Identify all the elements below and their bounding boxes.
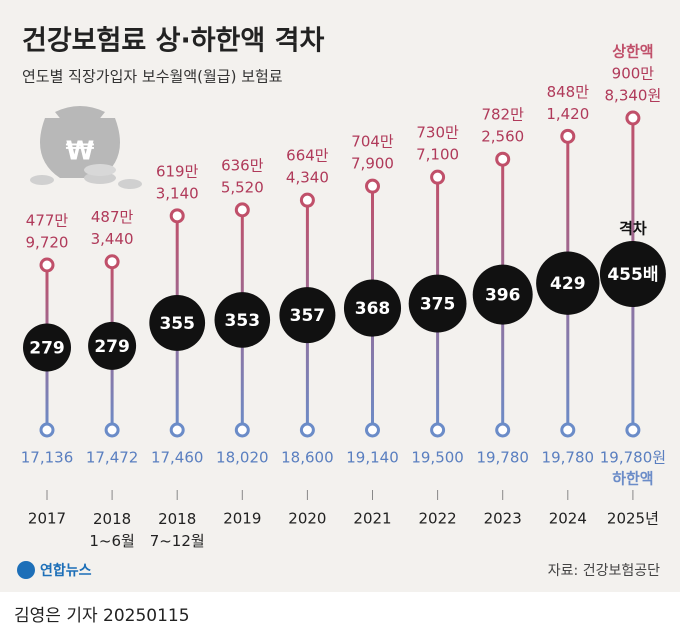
x-tick-label: 2020 (288, 510, 326, 528)
x-tick-label: 2022 (419, 510, 457, 528)
upper-value-label: 7,100 (416, 146, 459, 164)
x-tick-label: 2023 (484, 510, 522, 528)
footer-bg (0, 592, 680, 638)
lower-point (560, 422, 576, 438)
gap-label: 279 (94, 337, 130, 357)
lower-point (299, 422, 315, 438)
lower-point (365, 422, 380, 438)
logo: 연합뉴스 (17, 561, 92, 579)
money-bag-icon: ₩ (30, 106, 142, 189)
upper-point (299, 192, 315, 208)
upper-point (560, 128, 576, 144)
upper-point (104, 254, 120, 270)
upper-value-label: 4,340 (286, 169, 329, 187)
chart-subtitle: 연도별 직장가입자 보수월액(월급) 보험료 (22, 68, 283, 86)
upper-point (169, 208, 185, 224)
gap-label: 355 (159, 314, 195, 334)
logo-text: 연합뉴스 (40, 562, 92, 579)
lower-point (234, 422, 250, 438)
legend-upper: 상한액 (612, 43, 653, 61)
x-tick-label: 2024 (549, 510, 587, 528)
gap-circle (88, 321, 137, 370)
upper-value-label: 5,520 (221, 178, 264, 196)
upper-point (625, 110, 641, 126)
source: 자료: 건강보험공단 (548, 563, 660, 579)
gap-circle (343, 279, 402, 337)
lower-value-label: 18,600 (281, 449, 334, 467)
chart-title: 건강보험료 상·하한액 격차 (22, 26, 324, 57)
lower-value-label: 19,780 (542, 449, 595, 467)
gap-circle (408, 274, 467, 333)
upper-value-label: 782만 (481, 106, 524, 124)
gap-label: 396 (485, 286, 521, 306)
upper-point (39, 257, 55, 273)
legend-gap: 격차 (619, 220, 647, 238)
upper-value-label: 2,560 (481, 128, 524, 146)
upper-point (365, 178, 380, 194)
gap-label: 368 (355, 299, 391, 319)
byline: 김영은 기자 20250115 (14, 606, 190, 626)
lower-value-label: 18,020 (216, 449, 269, 467)
lower-point (495, 422, 511, 438)
x-tick-label: 2018 1~6월 (89, 510, 134, 550)
upper-value-label: 3,440 (91, 230, 134, 248)
upper-value-label: 619만 (156, 162, 199, 180)
lower-point (430, 422, 446, 438)
lower-point (625, 422, 641, 438)
upper-value-label: 487만 (91, 208, 134, 226)
gap-circle (472, 264, 533, 325)
gap-circle (149, 295, 206, 351)
upper-value-label: 730만 (416, 124, 459, 142)
upper-value-label: 900만 (612, 65, 655, 83)
upper-value-label: 9,720 (26, 234, 69, 252)
gap-label: 429 (550, 274, 586, 294)
lower-value-label: 19,780원 (600, 449, 666, 467)
gap-circle (599, 241, 666, 307)
upper-point (234, 202, 250, 218)
upper-value-label: 7,900 (351, 155, 394, 173)
gap-label: 357 (290, 306, 326, 326)
upper-value-label: 636만 (221, 156, 264, 174)
gap-circle (214, 292, 271, 348)
lower-value-label: 17,136 (21, 449, 74, 467)
upper-point (495, 151, 511, 167)
x-tick-label: 2021 (353, 510, 391, 528)
lower-point (39, 422, 55, 438)
x-tick-label: 2018 7~12월 (150, 510, 205, 550)
gap-label: 455배 (607, 265, 658, 285)
lower-value-label: 19,780 (476, 449, 529, 467)
upper-value-label: 3,140 (156, 184, 199, 202)
gap-circle (536, 251, 600, 315)
gap-circle (23, 323, 71, 372)
x-tick-label: 2017 (28, 510, 66, 528)
gap-circle (279, 287, 336, 344)
upper-value-label: 704만 (351, 133, 394, 151)
x-tick-label: 2025년 (607, 510, 659, 528)
lower-value-label: 19,500 (411, 449, 464, 467)
upper-value-label: 664만 (286, 147, 329, 165)
lower-point (104, 422, 120, 438)
lower-point (169, 422, 185, 438)
legend-lower: 하한액 (612, 470, 653, 488)
upper-value-label: 848만 (547, 83, 590, 101)
lower-value-label: 17,472 (86, 449, 139, 467)
gap-label: 353 (225, 311, 261, 331)
gap-label: 279 (29, 339, 65, 359)
upper-value-label: 1,420 (546, 105, 589, 123)
svg-text:₩: ₩ (66, 137, 95, 167)
lower-value-label: 19,140 (346, 449, 399, 467)
x-tick-label: 2019 (223, 510, 261, 528)
gap-label: 375 (420, 295, 456, 315)
lower-value-label: 17,460 (151, 449, 204, 467)
upper-value-label: 477만 (26, 212, 69, 230)
upper-point (430, 169, 446, 185)
upper-value-label: 8,340원 (605, 87, 662, 105)
